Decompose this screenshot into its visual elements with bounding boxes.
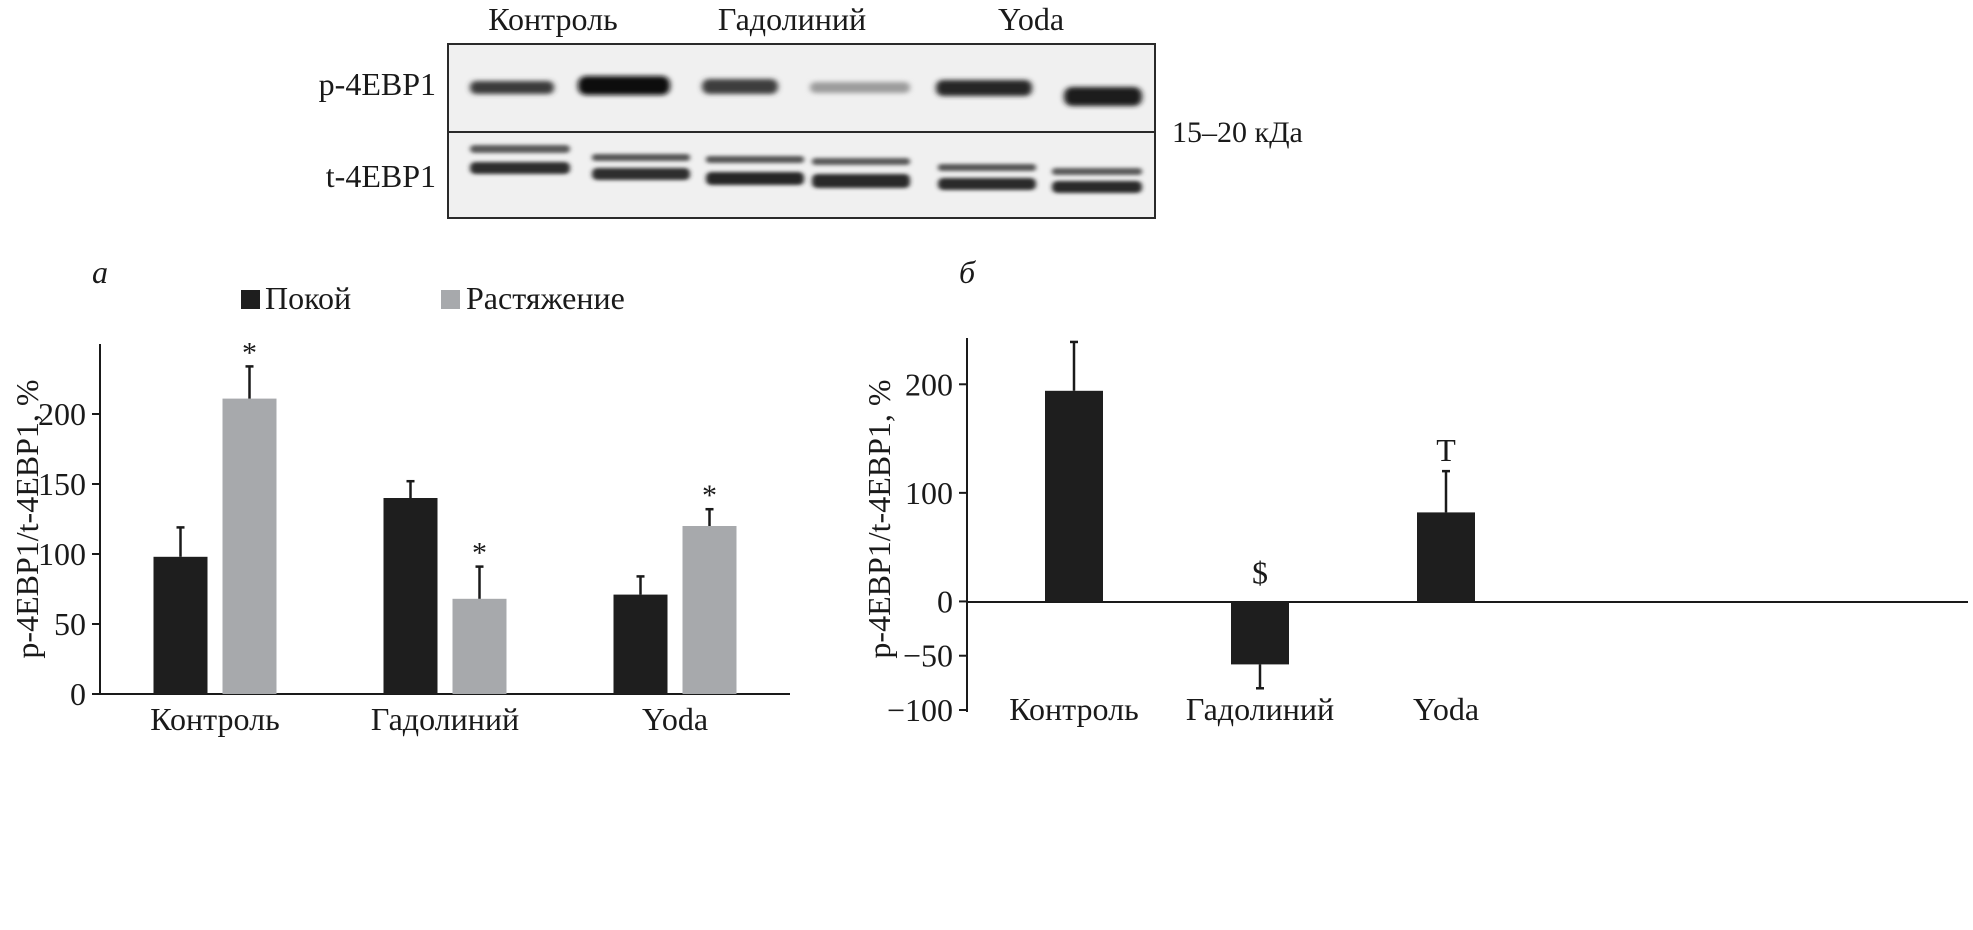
- x-tick-label-yoda: Yoda: [1413, 691, 1479, 727]
- legend-swatch-rest: [241, 290, 260, 309]
- y-tick-label-100: −100: [887, 692, 953, 728]
- significance-mark-yoda: *: [702, 479, 717, 512]
- panel-a-x-ticks: Контроль Гадолиний Yoda: [150, 701, 708, 737]
- legend-swatch-stretch: [441, 290, 460, 309]
- x-tick-label-контроль: Контроль: [1009, 691, 1138, 727]
- panel-a-label: а: [92, 254, 108, 290]
- significance-mark-контроль: *: [242, 336, 257, 369]
- significance-mark-гадолиний: *: [472, 537, 487, 570]
- legend-label-rest: Покой: [265, 280, 351, 316]
- bar-yoda-покой: [613, 594, 668, 694]
- bar-yoda: [1417, 512, 1475, 602]
- panel-a-y-axis-label: p-4EBP1/t-4EBP1, %: [9, 379, 45, 658]
- y-tick-label-50: 50: [54, 606, 86, 642]
- y-tick-label-200: 200: [905, 366, 953, 402]
- blot-lane-label-yoda: Yoda: [998, 1, 1064, 37]
- y-tick-label-200: 200: [38, 396, 86, 432]
- bar-гадолиний: [1231, 601, 1289, 665]
- bar-контроль-растяжение: [222, 398, 277, 694]
- p4ebp1-bands: [470, 76, 1142, 106]
- bar-контроль: [1045, 390, 1103, 602]
- bar-гадолиний-покой: [383, 498, 438, 694]
- blot-lane-label-gadolinium: Гадолиний: [718, 1, 866, 37]
- bar-гадолиний-растяжение: [452, 598, 507, 694]
- significance-mark-гадолиний: $: [1252, 554, 1268, 590]
- x-tick-label-контроль: Контроль: [150, 701, 279, 737]
- panel-b-y-ticks: −100 −50 0 100 200: [887, 366, 967, 728]
- bar-контроль-покой: [153, 556, 208, 694]
- blot-size-label: 15–20 кДа: [1172, 116, 1303, 149]
- blot-row-label-p4ebp1: p-4EBP1: [319, 66, 436, 102]
- panel-b-y-axis-label: p-4EBP1/t-4EBP1, %: [861, 379, 897, 658]
- panel-b-label: б: [959, 254, 976, 290]
- panel-a-legend: Покой Растяжение: [241, 280, 625, 316]
- western-blot: Контроль Гадолиний Yoda p-4EBP1 t-4EBP1 …: [319, 1, 1303, 219]
- t4ebp1-bands: [470, 145, 1142, 193]
- y-tick-label-100: 100: [38, 536, 86, 572]
- blot-lane-label-control: Контроль: [488, 1, 617, 37]
- panel-b-x-ticks: Контроль Гадолиний Yoda: [1009, 691, 1479, 727]
- panel-a-y-ticks: 0 50 100 150 200: [38, 396, 100, 712]
- y-tick-label-150: 150: [38, 466, 86, 502]
- x-tick-label-yoda: Yoda: [642, 701, 708, 737]
- panel-b-bars: $T: [1045, 340, 1475, 690]
- panel-a-bars: * * *: [153, 336, 737, 694]
- x-tick-label-гадолиний: Гадолиний: [1186, 691, 1334, 727]
- y-tick-label-50: −50: [903, 638, 953, 674]
- blot-row-label-t4ebp1: t-4EBP1: [326, 158, 436, 194]
- bar-yoda-растяжение: [682, 526, 737, 694]
- y-tick-label-0: 0: [937, 583, 953, 619]
- x-tick-label-гадолиний: Гадолиний: [371, 701, 519, 737]
- blot-membrane: [447, 43, 1156, 219]
- y-tick-label-0: 0: [70, 676, 86, 712]
- chart-panel-a: а Покой Растяжение p-4EBP1/t-4EBP1, % 0 5…: [9, 254, 790, 737]
- y-tick-label-100: 100: [905, 475, 953, 511]
- legend-label-stretch: Растяжение: [466, 280, 625, 316]
- significance-mark-yoda: T: [1436, 432, 1456, 468]
